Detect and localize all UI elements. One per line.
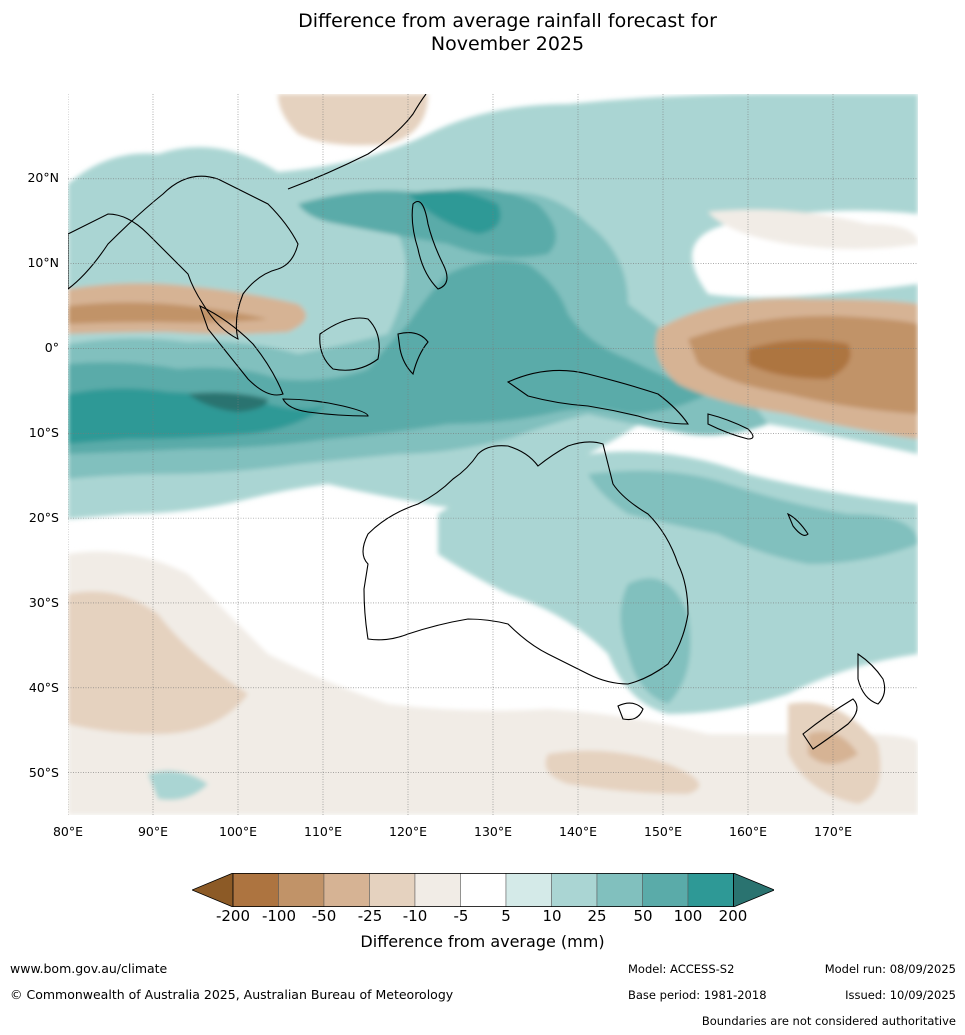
colorbar-extend-low bbox=[192, 873, 234, 907]
issued-date: Issued: 10/09/2025 bbox=[845, 988, 956, 1002]
title-line-2: November 2025 bbox=[430, 33, 585, 55]
chart-title: Difference from average rainfall forecas… bbox=[0, 10, 965, 56]
lat-label-20n: 20°N bbox=[27, 170, 59, 185]
lat-label-50s: 50°S bbox=[28, 765, 59, 780]
colorbar-swatch bbox=[505, 873, 552, 907]
lon-label-170e: 170°E bbox=[813, 824, 853, 839]
colorbar-swatch bbox=[460, 873, 507, 907]
lon-label-120e: 120°E bbox=[388, 824, 428, 839]
lon-label-90e: 90°E bbox=[137, 824, 169, 839]
lon-label-80e: 80°E bbox=[52, 824, 84, 839]
lat-label-20s: 20°S bbox=[28, 510, 59, 525]
colorbar-tick: 200 bbox=[718, 907, 748, 925]
lon-label-160e: 160°E bbox=[728, 824, 768, 839]
colorbar-swatch bbox=[369, 873, 416, 907]
colorbar-tick: 5 bbox=[501, 907, 511, 925]
colorbar-tick: -5 bbox=[453, 907, 469, 925]
boundary-disclaimer: Boundaries are not considered authoritat… bbox=[701, 1014, 956, 1028]
colorbar-outline bbox=[232, 873, 734, 907]
lat-label-10n: 10°N bbox=[27, 255, 59, 270]
colorbar-extend-high bbox=[733, 873, 774, 907]
coastlines bbox=[68, 94, 886, 750]
model-run-date: Model run: 08/09/2025 bbox=[824, 962, 956, 976]
lat-label-0: 0° bbox=[44, 340, 59, 355]
colorbar-swatch bbox=[687, 873, 734, 907]
colorbar-swatch bbox=[596, 873, 643, 907]
lon-label-100e: 100°E bbox=[218, 824, 258, 839]
colorbar-tick: -10 bbox=[402, 907, 428, 925]
colorbar-swatch bbox=[551, 873, 598, 907]
colorbar-tick: -200 bbox=[215, 907, 251, 925]
colorbar-swatch bbox=[414, 873, 461, 907]
lon-label-150e: 150°E bbox=[643, 824, 683, 839]
rainfall-anomaly-map bbox=[68, 94, 918, 815]
colorbar-tick: -25 bbox=[357, 907, 383, 925]
colorbar-swatch bbox=[323, 873, 370, 907]
title-line-1: Difference from average rainfall forecas… bbox=[298, 10, 717, 32]
graticule bbox=[68, 94, 918, 815]
lon-label-130e: 130°E bbox=[473, 824, 513, 839]
colorbar-tick: -50 bbox=[311, 907, 337, 925]
colorbar bbox=[192, 873, 774, 907]
website-link[interactable]: www.bom.gov.au/climate bbox=[10, 961, 168, 976]
base-period: Base period: 1981-2018 bbox=[628, 988, 767, 1002]
colorbar-tick: -100 bbox=[261, 907, 297, 925]
colorbar-tick: 50 bbox=[633, 907, 653, 925]
lon-label-140e: 140°E bbox=[558, 824, 598, 839]
map-canvas bbox=[68, 94, 918, 815]
lat-label-40s: 40°S bbox=[28, 680, 59, 695]
colorbar-swatch bbox=[642, 873, 689, 907]
colorbar-swatch bbox=[278, 873, 325, 907]
colorbar-tick: 100 bbox=[673, 907, 703, 925]
copyright-text: © Commonwealth of Australia 2025, Austra… bbox=[10, 987, 454, 1002]
colorbar-swatch bbox=[232, 873, 279, 907]
lat-label-10s: 10°S bbox=[28, 425, 59, 440]
lat-label-30s: 30°S bbox=[28, 595, 59, 610]
colorbar-label: Difference from average (mm) bbox=[360, 932, 605, 951]
model-name: Model: ACCESS-S2 bbox=[628, 962, 735, 976]
lon-label-110e: 110°E bbox=[303, 824, 343, 839]
colorbar-tick: 25 bbox=[587, 907, 607, 925]
colorbar-tick: 10 bbox=[542, 907, 562, 925]
